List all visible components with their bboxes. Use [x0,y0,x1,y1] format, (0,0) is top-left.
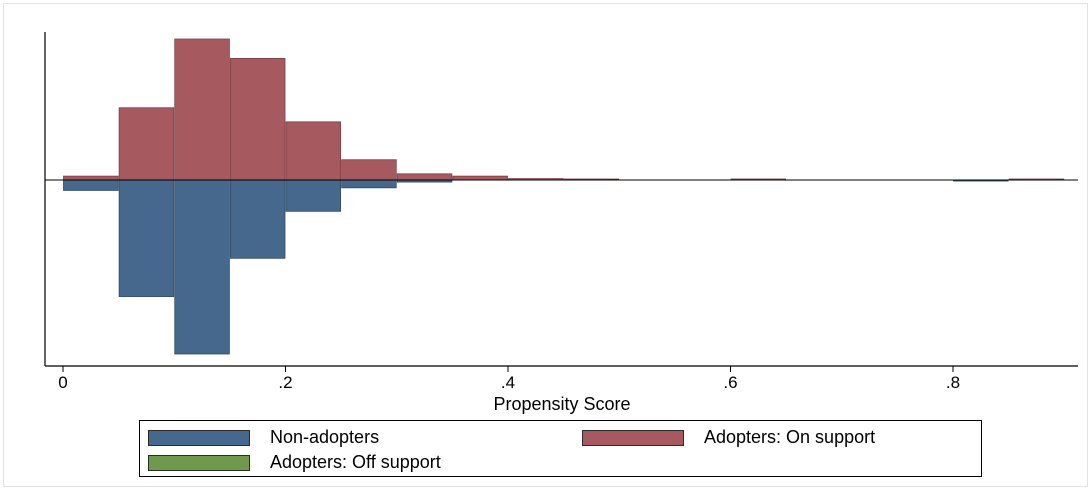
bar-adopters-on-support-7 [452,175,508,181]
legend-item-adopters-off-support: Adopters: Off support [148,452,441,473]
bar-adopters-on-support-5 [341,159,397,181]
legend-swatch-adopters-off-support [148,454,250,471]
bar-adopters-on-support-0 [63,175,119,181]
bar-non-adopters-1 [118,179,175,297]
bar-non-adopters-3 [229,179,286,259]
histogram-chart: 0 .2 .4 .6 .8 Propensity Score [44,32,1078,414]
legend: Non-adopters Adopters: On support Adopte… [139,420,982,477]
bar-adopters-on-support-1 [118,107,175,181]
x-tick-label-4: .8 [946,373,960,392]
legend-label-non-adopters: Non-adopters [270,427,380,447]
bar-adopters-on-support-6 [396,173,453,181]
x-axis-title: Propensity Score [493,394,630,414]
legend-swatch-non-adopters [148,429,250,446]
x-tick-label-2: .4 [501,373,515,392]
bar-non-adopters-2 [174,179,230,355]
legend-swatch-adopters-on-support [582,429,684,446]
bar-non-adopters-5 [341,179,397,189]
x-tick-label-3: .6 [723,373,737,392]
bar-non-adopters-4 [285,179,342,212]
legend-item-adopters-on-support: Adopters: On support [582,427,875,448]
legend-label-adopters-off-support: Adopters: Off support [270,452,441,472]
x-ticks: 0 .2 .4 .6 .8 [58,366,960,392]
chart-frame [3,3,1088,487]
bar-adopters-on-support-4 [285,121,342,181]
bar-adopters-on-support-2 [174,38,230,181]
bar-adopters-on-support-3 [229,57,286,181]
bar-non-adopters-0 [63,179,119,191]
bars-layer [63,38,1065,355]
legend-item-non-adopters: Non-adopters [148,427,379,448]
x-tick-label-1: .2 [278,373,292,392]
legend-label-adopters-on-support: Adopters: On support [704,427,876,447]
x-tick-label-0: 0 [58,373,67,392]
